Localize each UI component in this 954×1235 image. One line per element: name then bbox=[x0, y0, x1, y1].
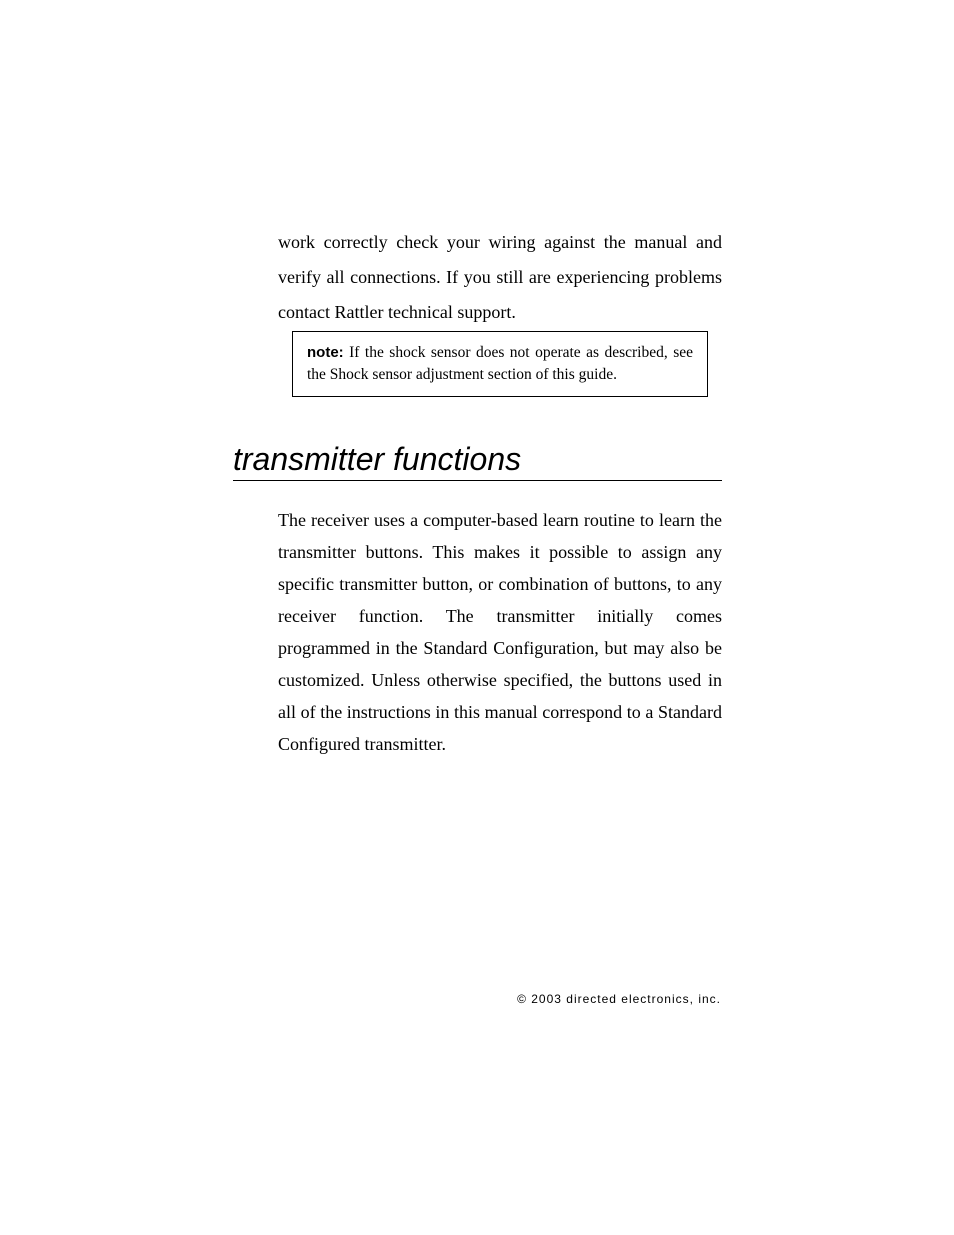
section-paragraph: The receiver uses a computer-based learn… bbox=[278, 504, 722, 760]
note-label: note: bbox=[307, 344, 344, 361]
page: work correctly check your wiring against… bbox=[0, 0, 954, 1235]
footer-copyright: © 2003 directed electronics, inc. bbox=[517, 992, 721, 1006]
note-box: note: If the shock sensor does not opera… bbox=[292, 331, 708, 397]
body-paragraph-1: work correctly check your wiring against… bbox=[278, 225, 722, 330]
section-heading: transmitter functions bbox=[233, 441, 722, 478]
note-text: If the shock sensor does not operate as … bbox=[307, 344, 693, 383]
section-heading-wrap: transmitter functions bbox=[233, 441, 722, 481]
